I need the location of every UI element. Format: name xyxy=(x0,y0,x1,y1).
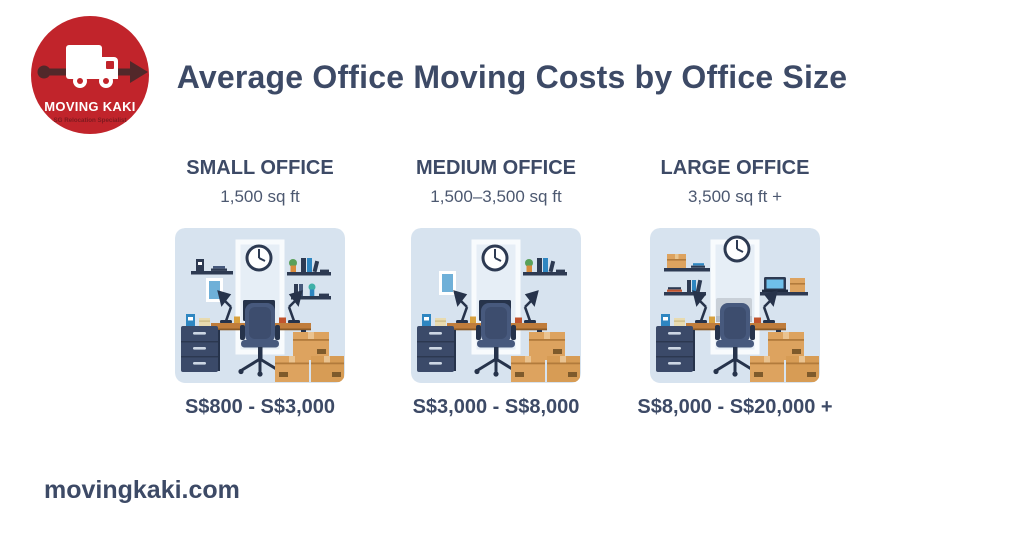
cost-range-label: S$8,000 - S$20,000 + xyxy=(637,396,833,418)
wall-shelf xyxy=(664,279,706,296)
office-column-small: SMALL OFFICE 1,500 sq ft xyxy=(175,158,345,417)
clock-icon xyxy=(723,235,751,263)
office-illustration xyxy=(175,228,345,383)
office-illustration-small xyxy=(175,228,345,383)
brand-logo: MOVING KAKI SG Relocation Specialist xyxy=(30,15,150,135)
office-size-label: MEDIUM OFFICE xyxy=(416,157,576,179)
wall-shelf xyxy=(523,258,567,276)
page-title: Average Office Moving Costs by Office Si… xyxy=(176,59,848,95)
office-illustration xyxy=(650,228,820,383)
desk-lamp xyxy=(287,290,303,324)
brand-name: MOVING KAKI xyxy=(44,99,135,114)
cost-range-label: S$3,000 - S$8,000 xyxy=(412,396,580,418)
clock-icon xyxy=(481,244,509,272)
moving-boxes xyxy=(275,332,344,382)
desk-lamp xyxy=(692,290,708,324)
office-sqft-label: 1,500 sq ft xyxy=(220,187,300,206)
desk-lamp xyxy=(523,290,539,324)
cost-range-label: S$800 - S$3,000 xyxy=(184,396,336,418)
wall-shelf xyxy=(287,258,331,276)
office-column-medium: MEDIUM OFFICE 1,500–3,500 sq ft xyxy=(411,158,581,417)
picture-frame xyxy=(439,271,456,295)
office-illustration xyxy=(411,228,581,383)
office-sqft-label: 3,500 sq ft + xyxy=(687,187,783,206)
laptop-shelf xyxy=(760,277,808,296)
wall-shelf xyxy=(291,283,331,300)
filing-cabinet xyxy=(417,314,454,372)
desk-lamp xyxy=(762,290,778,324)
filing-cabinet xyxy=(656,314,693,372)
office-sqft-label: 1,500–3,500 sq ft xyxy=(430,187,562,206)
office-illustration-large xyxy=(650,228,820,383)
desk-lamp xyxy=(217,290,233,324)
truck-icon xyxy=(66,45,118,88)
wall-shelf xyxy=(191,259,233,275)
desk-lamp xyxy=(453,290,469,324)
filing-cabinet xyxy=(181,314,218,372)
office-illustration-medium xyxy=(411,228,581,383)
wall-shelf xyxy=(664,254,710,272)
office-size-label: SMALL OFFICE xyxy=(186,157,334,179)
brand-tagline: SG Relocation Specialist xyxy=(54,117,127,124)
website-url: movingkaki.com xyxy=(44,476,240,504)
office-column-large: LARGE OFFICE 3,500 sq ft + xyxy=(637,157,832,417)
clock-icon xyxy=(245,244,273,272)
office-chair xyxy=(474,303,518,377)
moving-boxes xyxy=(511,332,580,382)
office-size-label: LARGE OFFICE xyxy=(660,157,810,179)
moving-boxes xyxy=(750,332,819,382)
